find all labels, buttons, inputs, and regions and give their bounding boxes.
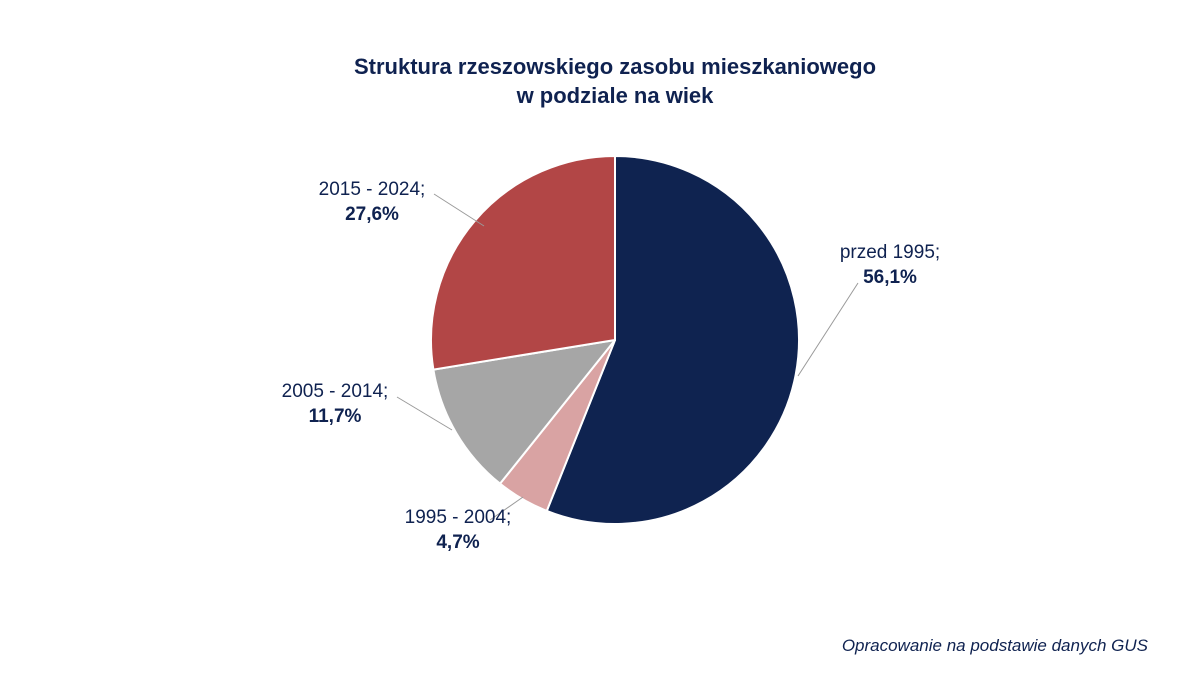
pie-slice-przed-1995 bbox=[545, 155, 800, 525]
chart-title-line-2: w podziale na wiek bbox=[516, 83, 714, 108]
slice-label-2015-2024: 2015 - 2024; bbox=[319, 179, 426, 200]
leader-lines bbox=[396, 193, 859, 521]
slice-value-2015-2024: 27,6% bbox=[345, 204, 399, 225]
slice-label-przed-1995: przed 1995; bbox=[840, 242, 940, 263]
source-note: Opracowanie na podstawie danych GUS bbox=[841, 636, 1148, 655]
leader-line-1995-2004 bbox=[489, 496, 524, 521]
pie-slices bbox=[430, 155, 800, 525]
pie-slice-2015-2024 bbox=[430, 155, 616, 371]
slice-label-2005-2014: 2005 - 2014; bbox=[282, 381, 389, 402]
chart-title-line-1: Struktura rzeszowskiego zasobu mieszkani… bbox=[353, 54, 877, 79]
leader-line-2015-2024 bbox=[433, 193, 485, 227]
leader-line-2005-2014 bbox=[396, 396, 453, 431]
pie-slice-2005-2014 bbox=[432, 339, 616, 485]
chart-title: Struktura rzeszowskiego zasobu mieszkani… bbox=[0, 52, 1200, 110]
slice-value-2005-2014: 11,7% bbox=[309, 406, 362, 427]
slice-value-1995-2004: 4,7% bbox=[436, 532, 479, 553]
slice-label-1995-2004: 1995 - 2004; bbox=[405, 507, 512, 528]
leader-line-przed-1995 bbox=[797, 282, 859, 377]
slice-labels: przed 1995; 56,1% 1995 - 2004; 4,7% 2005 - 2… bbox=[282, 179, 941, 553]
slice-value-przed-1995: 56,1% bbox=[863, 267, 917, 288]
